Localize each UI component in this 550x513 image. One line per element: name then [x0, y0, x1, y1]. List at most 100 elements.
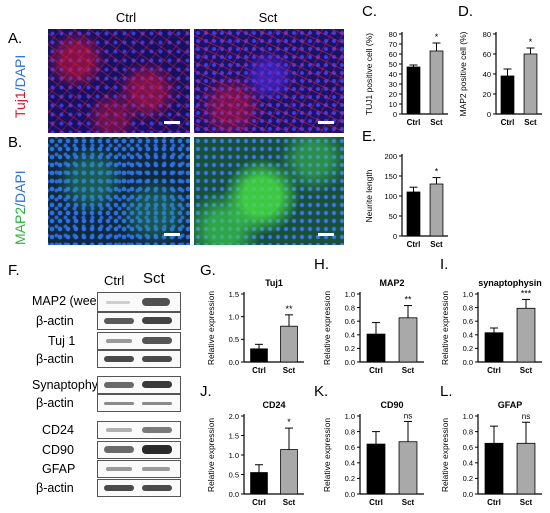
y-tick-label: 20: [483, 90, 491, 99]
blot-label-map2-week2: MAP2 (week 2): [32, 294, 118, 308]
chart-j-cd24-expression: CD24 Relative expression 0.0 0.5 1.0 1.5 2.0 Ct…: [206, 400, 304, 507]
y-tick-label: 50: [389, 60, 397, 69]
y-tick-label: 0.0: [229, 358, 239, 367]
blot-label-beta-actin-1: β-actin: [36, 314, 74, 328]
bar-ctrl: [500, 75, 515, 115]
chart-title: synaptophysin: [478, 278, 542, 288]
y-tick-label: 0.8: [463, 303, 473, 312]
chart-title: CD24: [262, 400, 285, 410]
panel-letter-f: F.: [8, 262, 20, 279]
y-tick-label: 0.4: [463, 459, 473, 468]
x-category-label: Sct: [283, 366, 296, 375]
row-b-label: MAP2/DAPI: [12, 170, 28, 245]
significance-marker: *: [287, 417, 291, 427]
blot-strip-synaptophysin: [97, 376, 181, 394]
blot-band: [104, 356, 134, 362]
y-tick-label: 0.2: [463, 474, 473, 483]
panel-letter-h: H.: [314, 256, 329, 273]
significance-marker: *: [529, 37, 533, 47]
panel-letter-i: I.: [440, 256, 449, 273]
x-category-label: Ctrl: [501, 118, 515, 127]
y-axis-label: Relative expression: [440, 291, 450, 365]
y-tick-label: 1.0: [229, 312, 239, 321]
row-a-separator: /: [12, 87, 28, 92]
panel-letter-e: E.: [362, 128, 377, 145]
y-tick-label: 0.6: [463, 317, 473, 326]
blot-band: [142, 467, 170, 471]
blot-band: [104, 402, 134, 405]
y-axis-label: MAP2 positive cell (%): [458, 31, 468, 116]
blot-label-beta-actin-4: β-actin: [36, 481, 74, 495]
chart-g-tuj1-expression: Tuj1 Relative expression 0.0 0.5 1.0 1.5 Ctrl S…: [206, 278, 304, 375]
scale-bar: [318, 233, 334, 236]
row-b-separator: /: [12, 202, 28, 207]
x-category-label: Ctrl: [487, 366, 501, 375]
y-tick-label: 0.5: [229, 470, 239, 479]
chart-k-cd90-expression: CD90 Relative expression 0.0 0.2 0.4 0.6 0.8 1.…: [322, 400, 424, 507]
blot-band: [142, 402, 172, 405]
x-category-label: Ctrl: [407, 240, 421, 249]
bar-sct: [280, 325, 298, 363]
y-axis-label: Neurite length: [364, 169, 374, 222]
bar-sct: [516, 307, 536, 363]
chart-e-neurite-length: Neurite length 0 50 100 150 200 Ctrl Sct *: [364, 152, 448, 249]
blot-band: [142, 445, 172, 454]
chart-title: MAP2: [379, 278, 404, 288]
y-tick-label: 30: [389, 80, 397, 89]
micrograph-col-sct: Sct: [258, 10, 278, 25]
tuj1-stain-label: Tuj1: [12, 91, 28, 118]
y-tick-label: 0.2: [345, 344, 355, 353]
x-category-label: Ctrl: [252, 498, 266, 507]
y-tick-label: 1.0: [345, 412, 355, 421]
blot-band: [142, 356, 172, 362]
y-tick-label: 0.8: [345, 427, 355, 436]
y-tick-label: 2.0: [229, 412, 239, 421]
blot-strip-actin-3: [97, 394, 181, 412]
blot-band: [106, 339, 132, 343]
significance-marker: *: [435, 167, 439, 177]
panel-letter-c: C.: [362, 3, 377, 20]
bar-sct: [429, 50, 444, 115]
chart-title: Tuj1: [265, 278, 283, 288]
bar-ctrl: [484, 332, 504, 363]
blot-label-beta-actin-3: β-actin: [36, 396, 74, 410]
x-category-label: Sct: [283, 498, 296, 507]
y-tick-label: 1.5: [229, 290, 239, 299]
y-tick-label: 1.0: [229, 451, 239, 460]
chart-title: GFAP: [498, 400, 523, 410]
dapi-stain-label-b: DAPI: [12, 170, 28, 203]
panel-letter-b: B.: [8, 134, 23, 151]
panel-letter-j: J.: [200, 383, 212, 400]
significance-marker: *: [435, 32, 439, 42]
x-category-label: Sct: [402, 366, 415, 375]
chart-h-map2-expression: MAP2 Relative expression 0.0 0.2 0.4 0.6 0.8 1.…: [322, 278, 424, 375]
y-tick-label: 0.6: [463, 443, 473, 452]
bar-ctrl: [406, 191, 421, 237]
bar-sct: [280, 449, 298, 495]
bar-ctrl: [484, 442, 504, 495]
y-tick-label: 0.8: [345, 303, 355, 312]
y-tick-label: 40: [483, 70, 491, 79]
bar-ctrl: [366, 443, 386, 495]
blot-strip-tuj1: [97, 332, 181, 350]
y-tick-label: 50: [389, 212, 397, 221]
y-tick-label: 1.0: [463, 412, 473, 421]
blot-band: [104, 485, 134, 491]
bar-ctrl: [250, 472, 268, 495]
y-tick-label: 0.4: [345, 459, 355, 468]
y-tick-label: 40: [389, 70, 397, 79]
x-category-label: Sct: [430, 240, 443, 249]
x-category-label: Ctrl: [487, 498, 501, 507]
blot-col-ctrl: Ctrl: [104, 273, 125, 288]
scale-bar: [318, 121, 334, 124]
blot-band: [142, 485, 172, 491]
blot-label-cd24: CD24: [42, 423, 74, 437]
y-tick-label: 0: [487, 110, 491, 119]
chart-l-gfap-expression: GFAP Relative expression 0.0 0.2 0.4 0.6 0.8 1.…: [440, 400, 542, 507]
y-axis-label: Relative expression: [322, 418, 332, 492]
bar-sct: [398, 317, 418, 363]
y-tick-label: 0.4: [463, 331, 473, 340]
map2-stain-label: MAP2: [12, 206, 28, 245]
bar-sct: [429, 183, 444, 237]
y-tick-label: 0.6: [345, 443, 355, 452]
